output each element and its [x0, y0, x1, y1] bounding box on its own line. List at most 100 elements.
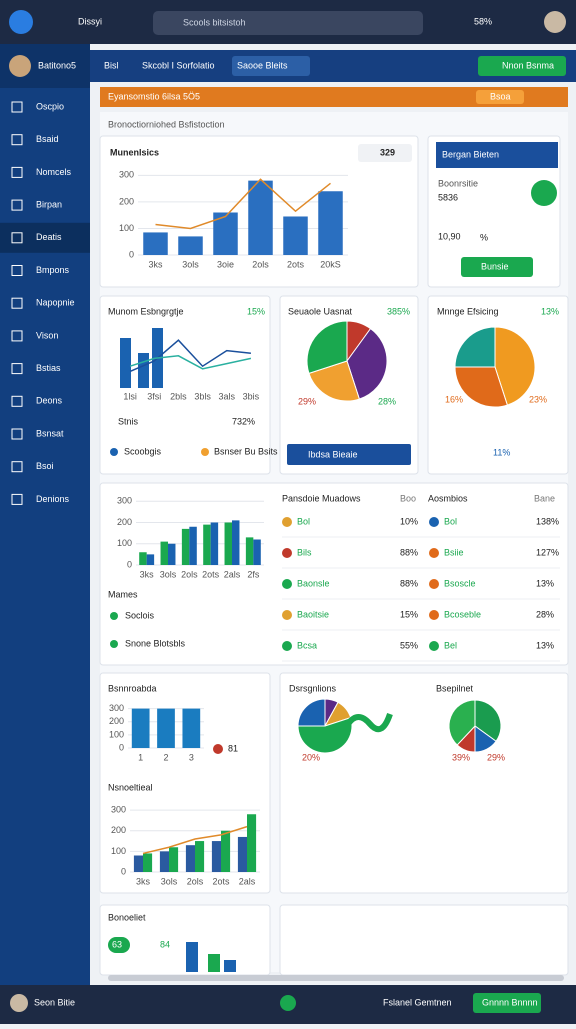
card-badge: 13%	[541, 306, 559, 316]
nav-item[interactable]: Bstias	[36, 363, 61, 373]
stats-button-label[interactable]: Bunsie	[481, 261, 509, 271]
nav-item[interactable]: Deatis	[36, 232, 62, 242]
bar	[133, 855, 143, 872]
app-name: Dissyi	[78, 16, 102, 26]
x-tick-label: 3ols	[182, 259, 199, 269]
y-tick-label: 200	[119, 196, 134, 206]
pie-slice	[494, 326, 536, 406]
nav-item[interactable]: Nomcels	[36, 167, 72, 177]
footer-button	[473, 993, 541, 1013]
footer-avatar	[10, 994, 28, 1012]
row-icon	[429, 641, 439, 651]
stats-title: Bergan Bieten	[442, 149, 499, 159]
table-cell: 13%	[536, 640, 554, 650]
action-label[interactable]: Nnon Bsnma	[502, 60, 554, 70]
nav-item[interactable]: Bsnsat	[36, 428, 64, 438]
x-tick-label: 3ks	[148, 259, 163, 269]
x-tick-label: 2	[163, 752, 168, 762]
card-value: 329	[380, 147, 395, 157]
series-line	[129, 355, 252, 370]
stat-label: Stnis	[118, 416, 139, 426]
table-cell: 88%	[400, 547, 418, 557]
series-line	[129, 339, 251, 373]
nav-item[interactable]: Bmpons	[36, 265, 70, 275]
legend-dot	[110, 448, 118, 456]
nav-icon	[11, 265, 23, 276]
card-title: Munenlsics	[110, 147, 159, 157]
x-tick-label: 3bis	[243, 391, 260, 401]
x-tick-label: 3ols	[160, 569, 177, 579]
table-cell: Baoitsie	[297, 609, 329, 619]
nav-item[interactable]: Napopnie	[36, 298, 75, 308]
table-cell: 55%	[400, 640, 418, 650]
legend-label: Snone Blotsbls	[125, 638, 186, 648]
bar	[159, 851, 169, 872]
bar	[185, 845, 195, 872]
pie-slice	[454, 326, 496, 368]
y-tick-label: 0	[129, 249, 134, 259]
table-cell: 10%	[400, 516, 418, 526]
y-tick-label: 0	[121, 866, 126, 876]
nav-icon	[11, 461, 23, 473]
tab-active	[232, 56, 310, 76]
scrollbar	[108, 975, 564, 981]
x-tick-label: 1lsi	[123, 391, 137, 401]
card	[427, 135, 561, 288]
x-tick-label: 3ols	[161, 876, 178, 886]
nav-item[interactable]: Birpan	[36, 199, 62, 209]
x-tick-label: 3fsi	[147, 391, 161, 401]
pie-label: 29%	[298, 396, 316, 406]
chip-label: 84	[160, 939, 170, 949]
nav-item[interactable]: Oscpio	[36, 101, 64, 111]
x-tick-label: 3ks	[140, 569, 155, 579]
x-tick-label: 3bls	[194, 391, 211, 401]
row-icon	[429, 579, 439, 589]
bar	[143, 232, 168, 255]
nav-item[interactable]: Vison	[36, 330, 58, 340]
x-tick-label: 20kS	[320, 259, 341, 269]
stat-value: 732%	[232, 416, 255, 426]
table-cell: Bel	[444, 640, 457, 650]
nav-item[interactable]: Denions	[36, 494, 70, 504]
footer-button-label[interactable]: Gnnnn Bnnnn	[482, 997, 538, 1007]
tab[interactable]: Skcobl I Sorfolatio	[142, 60, 215, 70]
table-cell: Bcsa	[297, 640, 317, 650]
row-icon	[282, 517, 292, 527]
pie-button-label[interactable]: Ibdsa Bieaie	[308, 449, 358, 459]
y-tick-label: 300	[119, 170, 134, 180]
footer-icon	[280, 995, 296, 1011]
tab[interactable]: Bisl	[104, 60, 119, 70]
banner-badge-text: Bsoa	[490, 91, 511, 101]
card	[99, 295, 271, 475]
bar	[210, 522, 219, 565]
pie-slice	[297, 698, 326, 727]
decor-wave	[345, 712, 393, 733]
pie-slice	[346, 327, 388, 400]
y-tick-label: 200	[109, 716, 124, 726]
trend-line	[142, 825, 248, 855]
bar-decor	[186, 942, 198, 972]
pie-slice	[454, 366, 508, 408]
bar	[146, 554, 155, 565]
nav-item[interactable]: Bsaid	[36, 134, 59, 144]
nav-item[interactable]: Bsoi	[36, 461, 54, 471]
menu-button[interactable]	[9, 10, 33, 34]
stats-button	[461, 257, 533, 277]
section-title: Bronoctiorniohed Bsfistoction	[108, 119, 225, 129]
bar	[131, 708, 150, 748]
banner-text: Eyansomstio 6ilsa 5Ö5	[108, 91, 200, 101]
pie-label: 39%	[452, 752, 470, 762]
y-tick-label: 100	[109, 729, 124, 739]
nav-icon	[11, 166, 23, 178]
sidebar-title: Batitono5	[38, 60, 76, 70]
legend-dot	[213, 744, 223, 754]
table-header: Boo	[400, 493, 416, 503]
bar	[247, 814, 257, 872]
nav-icon	[11, 101, 23, 113]
tab[interactable]: Saooe Bleits	[237, 60, 288, 70]
nav-item[interactable]: Deons	[36, 396, 63, 406]
pie-slice	[308, 360, 360, 402]
card-title: Nsnoeltieal	[108, 782, 153, 792]
footer-link[interactable]: Fslanel Gemtnen	[383, 997, 452, 1007]
